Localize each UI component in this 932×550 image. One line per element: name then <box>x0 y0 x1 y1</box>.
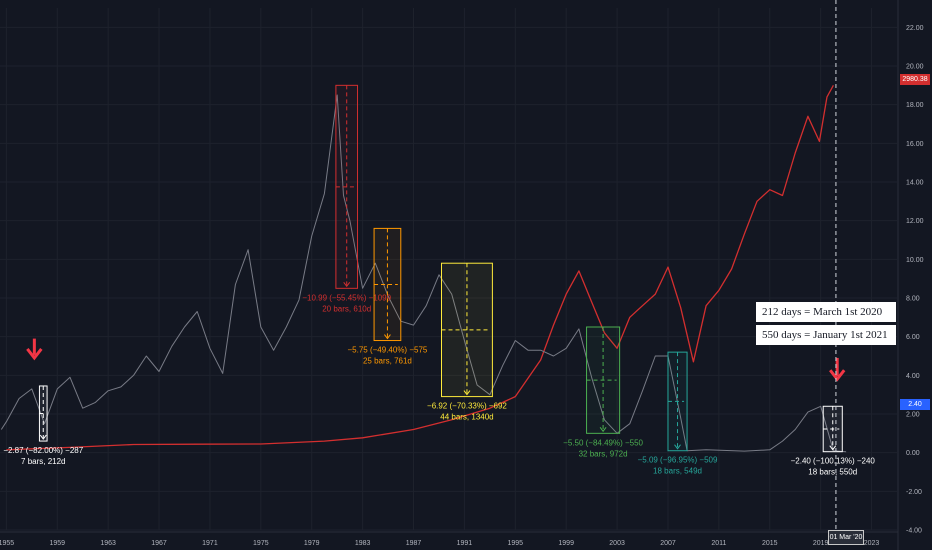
y-tick-label: 2.00 <box>906 412 920 419</box>
measurement-0: −2.87 (−82.00%) −287 7 bars, 212d <box>3 385 84 466</box>
crosshair-date-label: 01 Mar '20 <box>828 530 864 545</box>
price-badge-gray: 2.40 <box>900 399 930 410</box>
y-tick-label: -4.00 <box>906 528 922 535</box>
arrow-head <box>829 369 846 382</box>
measurement-label: −6.92 (−70.33%) −692 <box>427 402 507 411</box>
measurement-arrowhead <box>829 445 837 451</box>
x-tick-label: 1983 <box>355 540 371 547</box>
y-tick-label: 22.00 <box>906 25 924 32</box>
measurement-label: −5.09 (−96.95%) −509 <box>638 456 718 465</box>
measurement-label: −5.50 (−84.49%) −550 <box>563 438 643 447</box>
measurement-arrowhead <box>599 427 607 433</box>
annotation-march: 212 days = March 1st 2020 <box>756 302 896 322</box>
measurement-bars: 44 bars, 1340d <box>440 413 493 422</box>
arrow-head <box>26 348 43 361</box>
measurement-bars: 25 bars, 761d <box>363 357 412 366</box>
x-tick-label: 2007 <box>660 540 676 547</box>
y-tick-label: 4.00 <box>906 373 920 380</box>
down-arrow-icon <box>829 357 846 382</box>
measurement-4: −5.50 (−84.49%) −550 32 bars, 972d <box>563 326 644 458</box>
x-tick-label: 1991 <box>457 540 473 547</box>
measurement-arrowhead <box>674 444 681 450</box>
series-line-0 <box>6 84 834 451</box>
y-tick-label: 16.00 <box>906 141 924 148</box>
y-tick-label: 18.00 <box>906 102 924 109</box>
measurement-bars: 32 bars, 972d <box>579 449 628 458</box>
y-tick-label: -2.00 <box>906 489 922 496</box>
measurement-label: −2.40 (−100.13%) −240 <box>791 457 876 466</box>
grid <box>0 0 899 550</box>
x-tick-label: 2015 <box>762 540 778 547</box>
series-line-1 <box>0 94 847 453</box>
x-tick-label: 1963 <box>100 540 116 547</box>
measurement-label: −2.87 (−82.00%) −287 <box>3 446 83 455</box>
measurement-5: −5.09 (−96.95%) −509 18 bars, 549d <box>638 351 718 476</box>
x-tick-label: 2023 <box>864 540 880 547</box>
measurement-bars: 18 bars, 549d <box>653 467 702 476</box>
measurement-1: −10.99 (−55.45%) −1099 20 bars, 610d <box>302 84 392 313</box>
x-tick-label: 1967 <box>151 540 167 547</box>
x-tick-label: 1975 <box>253 540 269 547</box>
measurement-arrowhead <box>463 390 471 396</box>
measurement-2: −5.75 (−49.40%) −575 25 bars, 761d <box>348 227 428 366</box>
y-tick-label: 8.00 <box>906 296 920 303</box>
y-tick-label: 10.00 <box>906 257 924 264</box>
measurement-3: −6.92 (−70.33%) −692 44 bars, 1340d <box>427 262 507 422</box>
measurement-bars: 20 bars, 610d <box>322 304 371 313</box>
x-tick-label: 2003 <box>609 540 625 547</box>
x-tick-label: 2019 <box>813 540 829 547</box>
y-tick-label: 20.00 <box>906 64 924 71</box>
x-tick-label: 1959 <box>49 540 65 547</box>
y-tick-label: 6.00 <box>906 334 920 341</box>
annotation-january: 550 days = January 1st 2021 <box>756 325 896 345</box>
y-tick-label: 12.00 <box>906 218 924 225</box>
x-tick-label: 1979 <box>304 540 320 547</box>
measurement-6: −2.40 (−100.13%) −240 18 bars, 550d <box>791 405 876 477</box>
measurement-label: −10.99 (−55.45%) −1099 <box>302 293 391 302</box>
measurement-boxes: −2.87 (−82.00%) −287 7 bars, 212d −10.99 (… <box>3 84 876 477</box>
y-tick-label: 14.00 <box>906 180 924 187</box>
measurement-bars: 7 bars, 212d <box>21 457 65 466</box>
down-arrow-icon <box>26 338 43 361</box>
y-tick-label: 0.00 <box>906 450 920 457</box>
x-axis: 1955 1959 1963 1967 1971 1975 1979 1983 1987 1991… <box>0 540 879 547</box>
x-tick-label: 1995 <box>508 540 524 547</box>
x-tick-label: 1999 <box>558 540 574 547</box>
arrow-markers <box>26 338 846 382</box>
price-badge-red: 2980.38 <box>900 74 930 85</box>
measurement-bars: 18 bars, 550d <box>808 468 857 477</box>
series-lines <box>0 84 847 453</box>
measurement-arrowhead <box>384 334 391 340</box>
measurement-arrowhead <box>343 282 351 288</box>
x-tick-label: 1971 <box>202 540 218 547</box>
measurement-label: −5.75 (−49.40%) −575 <box>348 346 428 355</box>
x-tick-label: 2011 <box>711 540 726 547</box>
measurement-arrowhead <box>39 434 47 440</box>
y-axis: -4.00 -2.00 0.00 2.00 4.00 6.00 8.00 10.00 12.00… <box>906 25 924 535</box>
x-tick-label: 1955 <box>0 540 14 547</box>
x-tick-label: 1987 <box>406 540 422 547</box>
